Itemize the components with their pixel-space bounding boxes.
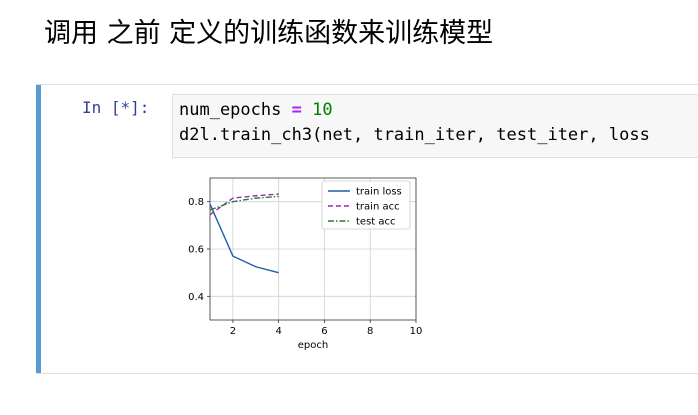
code-variable: num_epochs — [179, 100, 282, 120]
x-axis-label: epoch — [298, 340, 328, 351]
code-line-2: d2l.train_ch3(net, train_iter, test_iter… — [179, 125, 650, 145]
legend-label: train acc — [356, 202, 400, 213]
legend-box — [321, 180, 411, 230]
code-number: 10 — [312, 100, 333, 120]
y-tick-label: 0.6 — [188, 245, 204, 256]
section-heading: 调用 之前 定义的训练函数来训练模型 — [44, 18, 494, 49]
series-line-train-loss — [209, 203, 279, 274]
x-tick-label: 6 — [321, 326, 327, 337]
input-prompt: In [*]: — [82, 98, 150, 117]
x-tick-label: 4 — [275, 326, 281, 337]
legend: train loss train acc test acc — [321, 180, 411, 230]
y-tick-label: 0.4 — [188, 292, 204, 303]
tick-group: 2 4 6 8 10 0.4 0.6 0.8 — [188, 197, 422, 337]
x-tick-label: 2 — [230, 326, 236, 337]
series-line-test-acc — [209, 195, 279, 211]
x-tick-label: 10 — [410, 326, 423, 337]
code-line-1: num_epochs = 10 — [179, 100, 333, 120]
code-operator: = — [291, 100, 302, 120]
series-group — [209, 193, 279, 274]
y-tick-label: 0.8 — [188, 197, 204, 208]
x-tick-label: 8 — [367, 326, 373, 337]
training-chart: 2 4 6 8 10 0.4 0.6 0.8 epoch train loss train ac… — [188, 177, 422, 351]
legend-label: test acc — [356, 217, 396, 228]
legend-label: train loss — [356, 187, 402, 198]
code-cell[interactable]: In [*]: num_epochs = 10 d2l.train_ch3(ne… — [36, 84, 698, 374]
code-editor[interactable]: num_epochs = 10 d2l.train_ch3(net, train… — [172, 94, 698, 158]
cell-selection-bar — [36, 85, 41, 373]
